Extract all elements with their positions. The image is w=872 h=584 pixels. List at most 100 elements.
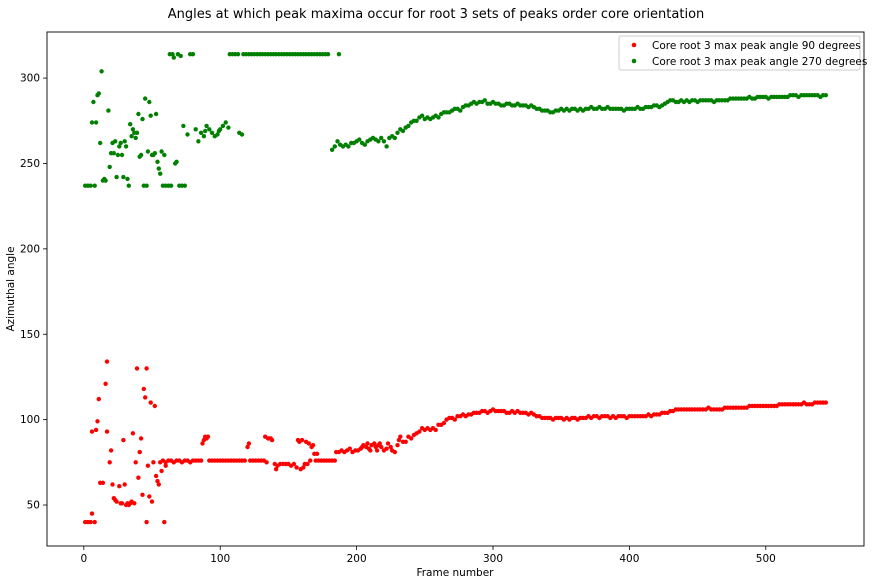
data-point	[96, 396, 102, 402]
data-point	[144, 183, 149, 188]
data-point	[264, 460, 269, 465]
data-point	[823, 400, 828, 405]
data-point	[103, 178, 108, 183]
data-point	[125, 176, 130, 182]
data-point	[403, 439, 408, 444]
data-point	[103, 381, 108, 386]
data-point	[291, 461, 297, 467]
data-point	[368, 448, 373, 453]
x-tick-label: 200	[347, 553, 367, 565]
legend-marker-90	[631, 42, 637, 48]
data-point	[239, 132, 245, 137]
data-point	[220, 123, 226, 129]
data-point	[130, 431, 136, 436]
data-point	[121, 437, 126, 443]
series-90-degrees	[83, 359, 828, 525]
data-point	[144, 366, 149, 371]
data-point	[314, 451, 320, 456]
data-point	[174, 159, 179, 164]
points-layer	[83, 52, 828, 525]
data-point	[414, 118, 419, 124]
data-point	[110, 482, 115, 487]
data-point	[294, 465, 299, 470]
data-point	[91, 99, 96, 105]
data-point	[218, 127, 223, 132]
data-point	[134, 130, 140, 135]
data-point	[88, 519, 93, 525]
data-point	[396, 437, 402, 443]
data-point	[235, 52, 241, 57]
data-point	[113, 139, 118, 144]
y-axis: 50 100 150 200 250 300	[20, 73, 47, 512]
data-point	[148, 400, 153, 405]
x-tick-label: 400	[619, 553, 639, 565]
data-point	[119, 501, 125, 506]
data-point	[200, 441, 205, 446]
data-point	[308, 458, 313, 463]
data-point	[156, 482, 161, 487]
data-point	[89, 429, 95, 434]
data-point	[121, 174, 126, 180]
data-point	[372, 441, 377, 446]
data-point	[482, 98, 487, 103]
x-tick-label: 0	[80, 553, 87, 565]
data-point	[332, 144, 337, 149]
data-point	[207, 127, 212, 132]
data-point	[181, 123, 186, 129]
data-point	[269, 437, 275, 443]
x-tick-label: 500	[756, 553, 776, 565]
data-point	[374, 448, 380, 453]
data-point	[159, 468, 164, 474]
data-point	[92, 183, 97, 188]
data-point	[88, 183, 93, 188]
data-point	[95, 419, 100, 424]
data-point	[98, 140, 103, 146]
legend-marker-270	[631, 58, 637, 64]
data-point	[170, 52, 175, 57]
data-point	[379, 444, 384, 450]
data-point	[209, 130, 215, 135]
data-point	[384, 446, 389, 451]
y-tick-label: 50	[27, 500, 40, 512]
data-point	[273, 467, 279, 472]
data-point	[332, 458, 337, 463]
data-point	[104, 429, 110, 434]
data-point	[115, 152, 121, 158]
chart-title: Angles at which peak maxima occur for ro…	[168, 7, 705, 22]
data-point	[362, 142, 367, 147]
data-point	[329, 147, 335, 152]
data-point	[111, 151, 117, 156]
data-point	[436, 115, 441, 120]
data-point	[409, 436, 414, 441]
data-point	[126, 183, 131, 188]
data-point	[147, 99, 152, 105]
data-point	[203, 128, 208, 134]
data-point	[301, 465, 306, 470]
data-point	[89, 120, 95, 125]
data-point	[96, 91, 102, 96]
data-point	[365, 441, 370, 446]
data-point	[155, 159, 160, 164]
data-point	[305, 461, 310, 467]
data-point	[158, 171, 163, 176]
data-point	[377, 441, 382, 446]
data-point	[152, 151, 157, 156]
y-tick-label: 200	[20, 243, 40, 255]
legend-label-90: Core root 3 max peak angle 90 degrees	[652, 40, 861, 52]
data-point	[226, 125, 231, 130]
data-point	[823, 93, 828, 98]
data-point	[89, 511, 95, 516]
y-axis-label: Azimuthal angle	[5, 246, 17, 331]
data-point	[196, 139, 201, 144]
data-point	[417, 429, 422, 434]
data-point	[129, 134, 134, 139]
data-point	[156, 166, 161, 171]
data-point	[162, 519, 167, 525]
data-point	[441, 420, 447, 426]
data-point	[406, 123, 411, 129]
data-point	[347, 446, 352, 451]
plot-frame	[46, 31, 865, 547]
data-point	[246, 441, 252, 446]
data-point	[310, 443, 316, 448]
data-point	[201, 134, 207, 139]
